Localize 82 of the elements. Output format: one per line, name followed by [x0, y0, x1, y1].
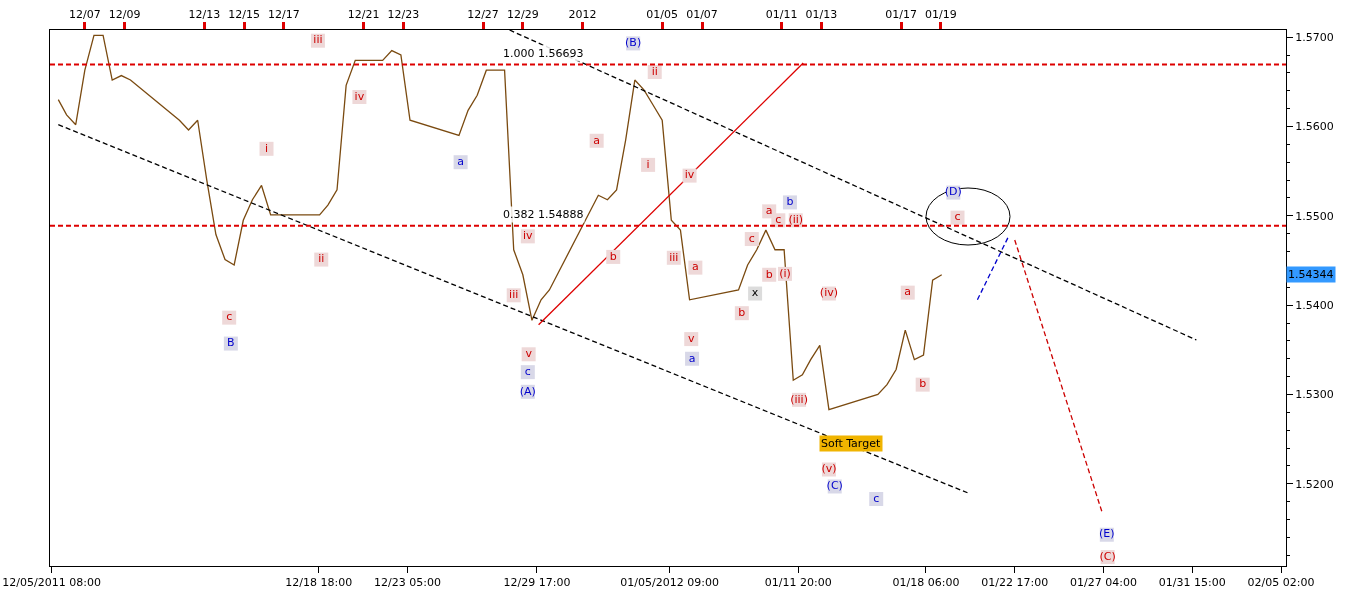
annotation: Soft Target	[821, 437, 881, 450]
x2-tick-label: 12/21	[347, 7, 380, 21]
ref-line-label: 0.382 1.54888	[503, 208, 584, 221]
data-label: a	[691, 260, 699, 274]
data-label: ii	[318, 252, 325, 266]
x-tick-label: 01/22 17:00	[981, 576, 1049, 590]
data-label: (iv)	[819, 286, 839, 300]
y-tick-label: 1.5700	[1295, 31, 1334, 44]
data-label: (i)	[779, 266, 791, 280]
x2-tick-label: 12/27	[467, 7, 499, 21]
data-label: a	[765, 204, 773, 218]
data-label: a	[593, 133, 601, 147]
data-label: iii	[509, 288, 519, 302]
x2-tick-label: 12/13	[188, 7, 221, 21]
x2-tick-label: 01/05	[646, 7, 679, 21]
y-tick-label: 1.5500	[1295, 209, 1334, 223]
ref-line-label: 1.000 1.56693	[503, 47, 584, 60]
data-label: (D)	[944, 185, 962, 199]
x-tick-label: 01/27 04:00	[1070, 576, 1137, 590]
x2-tick-label: 12/09	[108, 7, 141, 21]
x-tick-label: 01/18 06:00	[892, 576, 960, 590]
data-label: i	[646, 157, 650, 171]
x2-tick-label: 01/19	[925, 7, 957, 21]
y-tick-label: 1.5200	[1295, 477, 1334, 491]
data-label: (B)	[625, 36, 642, 50]
line-series	[57, 34, 943, 411]
data-label: c	[524, 364, 531, 378]
data-label: (E)	[1099, 527, 1115, 541]
data-label: i	[264, 141, 269, 155]
data-label: B	[227, 336, 235, 350]
data-label: a	[688, 351, 696, 365]
data-label: v	[687, 331, 695, 345]
x2-tick-label: 12/23	[387, 7, 420, 21]
data-label: (C)	[1099, 549, 1116, 563]
data-label: (ii)	[788, 213, 804, 227]
text: 1.54344	[1288, 268, 1334, 281]
x-tick-label: 12/18 18:00	[285, 576, 353, 590]
data-label: iv	[523, 229, 534, 243]
data-label: iv	[684, 168, 695, 182]
data-label: c	[226, 310, 233, 324]
data-label: (A)	[519, 384, 536, 398]
x2-tick-label: 2012	[568, 7, 597, 21]
x2-tick-label: 01/11	[765, 7, 798, 21]
x-tick-label: 01/31 15:00	[1158, 576, 1226, 590]
x-tick-label: 12/29 17:00	[503, 576, 571, 590]
x-tick-label: 02/05 02:00	[1247, 576, 1315, 590]
data-label: b	[609, 249, 617, 263]
y-tick-label: 1.5600	[1295, 120, 1334, 134]
point	[641, 157, 656, 172]
data-label: x	[751, 286, 759, 300]
x-tick-label: 01/11 20:00	[764, 576, 832, 590]
x-tick-label: 12/23 05:00	[374, 576, 441, 590]
data-label: ii	[651, 64, 658, 78]
data-label: b	[786, 195, 794, 209]
y-tick-label: 1.5300	[1295, 388, 1334, 402]
data-label: b	[738, 305, 746, 319]
x2-tick-label: 01/17	[885, 7, 917, 21]
data-label: b	[765, 267, 773, 281]
data-label: c	[775, 213, 782, 227]
data-label: iv	[354, 89, 365, 103]
x2-tick-label: 12/15	[228, 7, 260, 21]
data-label: a	[457, 154, 464, 168]
data-label: iii	[669, 250, 679, 264]
point	[259, 141, 274, 156]
x-tick-label: 01/05/2012 09:00	[620, 576, 719, 590]
x2-tick-label: 12/17	[268, 7, 300, 21]
x-tick-label: 12/05/2011 08:00	[2, 576, 101, 590]
data-label: c	[748, 231, 755, 245]
data-label: (C)	[826, 479, 843, 493]
data-label: v	[525, 347, 533, 361]
data-label: iii	[313, 33, 323, 47]
data-label: (iii)	[790, 392, 808, 406]
data-label: c	[873, 491, 880, 505]
data-label: (v)	[821, 462, 837, 476]
data-label: c	[954, 210, 961, 224]
x2-tick-label: 01/07	[686, 7, 718, 21]
x2-tick-label: 12/29	[506, 7, 539, 21]
x2-tick-label: 12/07	[68, 7, 101, 21]
x2-tick-label: 01/13	[805, 7, 838, 21]
data-label: b	[919, 377, 927, 391]
data-label: a	[904, 285, 912, 299]
y-tick-label: 1.5400	[1295, 299, 1334, 312]
